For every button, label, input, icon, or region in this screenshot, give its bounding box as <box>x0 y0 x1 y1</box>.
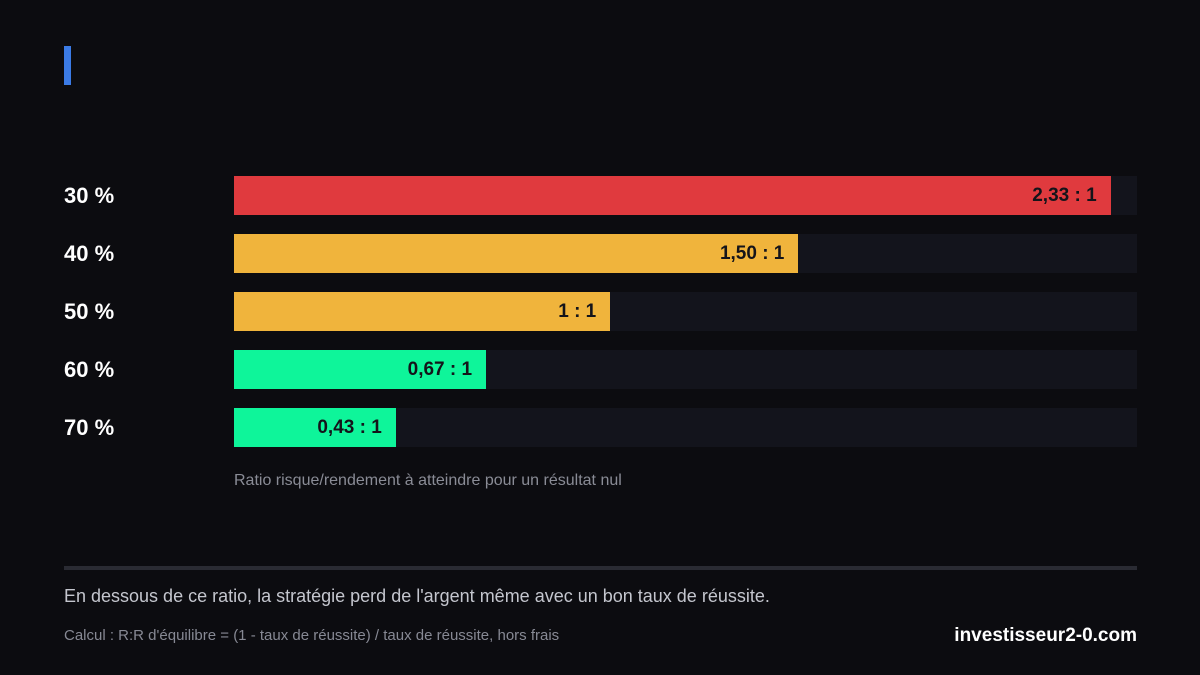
row-label: 60 % <box>64 357 115 382</box>
bar-value-label: 0,67 : 1 <box>407 359 473 380</box>
bar-value-label: 1 : 1 <box>558 301 597 322</box>
row-label: 30 % <box>64 183 115 208</box>
formula-note: Calcul : R:R d'équilibre = (1 - taux de … <box>64 627 560 644</box>
bar-value-label: 0,43 : 1 <box>317 417 382 438</box>
bar: 1 : 1 <box>234 292 611 331</box>
brand-link[interactable]: investisseur2-0.com <box>954 625 1137 646</box>
row-label: 70 % <box>64 415 115 440</box>
bar-track: 0,43 : 1 <box>234 408 1137 447</box>
bar: 0,67 : 1 <box>234 350 487 389</box>
divider <box>64 566 1137 570</box>
bar-chart: 30 % 2,33 : 1 40 % 1,50 : 1 50 % 1 : 1 60 % 0,6… <box>64 176 1137 447</box>
bar: 0,43 : 1 <box>234 408 396 447</box>
row-label: 40 % <box>64 241 115 266</box>
accent-bar <box>64 46 71 85</box>
bar-track: 0,67 : 1 <box>234 350 1137 389</box>
bar: 2,33 : 1 <box>234 176 1111 215</box>
bar-value-label: 2,33 : 1 <box>1032 185 1097 206</box>
bar-track: 2,33 : 1 <box>234 176 1137 215</box>
bar-track: 1 : 1 <box>234 292 1137 331</box>
row-label: 50 % <box>64 299 115 324</box>
axis-caption: Ratio risque/rendement à atteindre pour … <box>234 472 622 489</box>
bar: 1,50 : 1 <box>234 234 799 273</box>
bar-value-label: 1,50 : 1 <box>719 243 785 264</box>
footer-note: En dessous de ce ratio, la stratégie per… <box>64 586 770 606</box>
bar-track: 1,50 : 1 <box>234 234 1137 273</box>
